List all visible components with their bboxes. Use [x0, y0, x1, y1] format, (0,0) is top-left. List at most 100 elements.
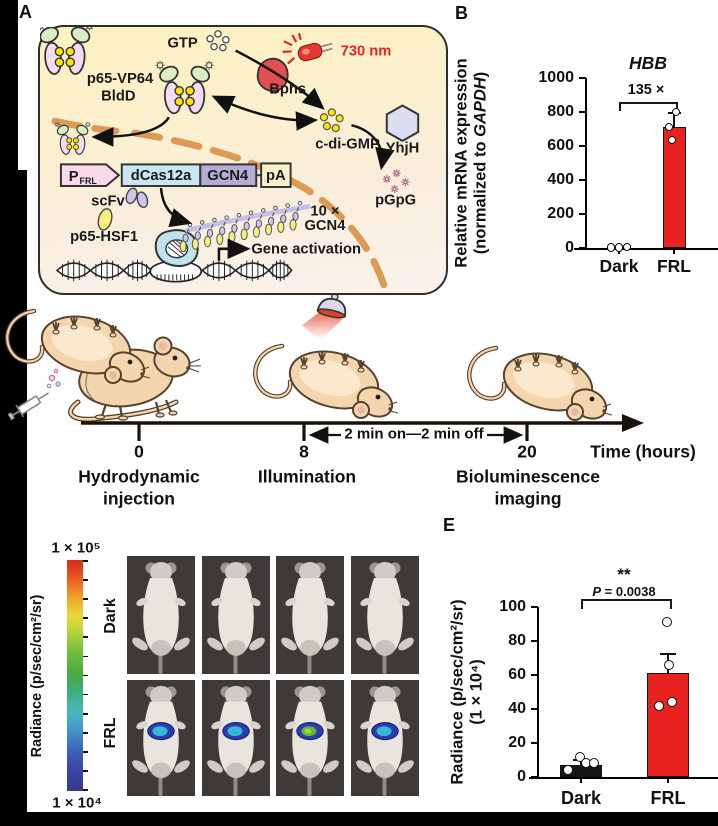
illumination-interval-label: 2 min on—2 min off [344, 425, 484, 443]
data-point [664, 659, 674, 670]
panel-b-plot-area: HBB 135 × 0 200 400 600 800 1000 Dark FRL [538, 53, 718, 276]
colorbar-tick [83, 770, 88, 772]
y-tick-mark [531, 776, 538, 778]
syringe-icon [7, 368, 61, 421]
data-point [667, 135, 677, 145]
time-axis-label: Time (hours) [590, 441, 696, 462]
colorbar-tick [83, 579, 88, 581]
p65-hsf1-label: p65-HSF1 [70, 229, 138, 245]
led-730nm-icon [282, 32, 333, 65]
panel-b-y-title-line1: Relative mRNA expression [452, 58, 471, 268]
mouse-image-frl-4 [351, 680, 419, 796]
lamp-icon [302, 295, 347, 342]
y-tick-mark [531, 606, 538, 608]
y-tick-label: 0 [565, 238, 574, 256]
colorbar-tick [83, 732, 88, 734]
pa-box [260, 162, 292, 188]
colorbar-tick [83, 789, 88, 791]
panel-e-x-axis [529, 777, 718, 780]
y-tick-label: 600 [547, 136, 574, 154]
x-tick-mark [673, 248, 675, 254]
timeline-art [5, 295, 644, 444]
x-tick-mark [667, 777, 669, 783]
time-tick-0: 0 [134, 441, 144, 462]
scfv-icon [125, 187, 149, 209]
promoter-frl-sub-label: FRL [80, 176, 98, 186]
colorbar-tick [83, 751, 88, 753]
panel-e-label: E [443, 515, 456, 535]
mouse-image-frl-2 [202, 680, 270, 796]
mouse-photo [127, 556, 195, 674]
y-tick-label: 800 [547, 102, 574, 120]
y-tick-mark [531, 708, 538, 710]
yhjh-degradation-arrow [351, 123, 395, 171]
row-label-frl: FRL [102, 717, 119, 749]
gene-activation-label: Gene activation [251, 242, 361, 258]
mouse-photo [276, 680, 344, 796]
wavelength-label: 730 nm [341, 43, 392, 59]
yhjh-hexagon-icon [385, 104, 420, 142]
time-tick-8: 8 [299, 441, 309, 462]
tag-count-label: 10 × [310, 203, 339, 219]
y-tick-mark [579, 145, 586, 147]
bar-frl [662, 126, 686, 248]
radiance-colorbar [67, 560, 88, 791]
mouse-image-dark-3 [276, 556, 344, 674]
promoter-p-label: P [69, 169, 79, 185]
page-edge-left-bottom [0, 170, 27, 826]
data-point [622, 242, 632, 252]
x-tick-mark [580, 777, 582, 783]
y-tick-label: 100 [499, 597, 526, 615]
y-tick-label: 20 [508, 733, 526, 751]
gtp-molecules-icon [206, 30, 230, 52]
error-bar-stem [673, 112, 675, 127]
y-tick-mark [531, 640, 538, 642]
colorbar-tick [83, 712, 88, 715]
error-bar-cap [660, 652, 676, 655]
panel-a-art: GTP 730 nm Bphs p65-VP64 BldD c-di-GMP Y… [40, 27, 420, 292]
time-tick-20: 20 [517, 441, 537, 462]
x-category-label-dark: Dark [560, 788, 602, 808]
y-tick-mark [579, 247, 586, 249]
y-tick-label: 80 [508, 631, 526, 649]
panel-b-x-axis [574, 248, 718, 251]
p65-hsf1-icon [97, 208, 113, 231]
mouse-photo [202, 680, 270, 796]
bphs-label: Bphs [269, 82, 306, 98]
panel-b-chart: B Relative mRNA expression (normalized t… [440, 0, 718, 300]
yhjh-label: YhjH [386, 141, 420, 157]
x-category-label-dark: Dark [599, 256, 639, 276]
mouse-photo [127, 680, 195, 796]
panel-e-y-axis-title: Radiance (p/sec/cm²/sr) (1 × 10⁴) [449, 599, 488, 784]
scfv-label: scFv [91, 194, 125, 210]
gcn4-peptide-tags [179, 200, 303, 253]
mouse-image-dark-1 [127, 556, 195, 674]
colorbar-tick [83, 655, 88, 658]
data-point [589, 758, 599, 769]
panel-a-diagram: GTP 730 nm Bphs p65-VP64 BldD c-di-GMP Y… [38, 25, 448, 295]
mouse-image-frl-3 [276, 680, 344, 796]
mouse-photo [351, 680, 419, 796]
mouse-image-frl-1 [127, 680, 195, 796]
page-edge-bottom [0, 812, 718, 826]
stage1-label-line1: Hydrodynamic [78, 466, 200, 487]
mouse-photo [351, 556, 419, 674]
data-point [654, 700, 664, 711]
data-point [575, 751, 585, 762]
y-tick-label: 200 [547, 204, 574, 222]
colorbar-tick [83, 617, 88, 619]
colorbar-tick [83, 598, 88, 600]
mouse-image-dark-2 [202, 556, 270, 674]
gtp-label: GTP [167, 36, 197, 52]
complex-cdigmp-double-arrow [211, 95, 319, 131]
pfrl-promoter-box [59, 163, 121, 187]
mouse-imaging-icon [469, 345, 612, 424]
panel-a-label: A [19, 2, 32, 22]
p65-vp64-label: p65-VP64 [87, 71, 154, 87]
complex-release-arrow [91, 116, 170, 147]
y-tick-mark [579, 213, 586, 215]
y-tick-label: 400 [547, 170, 574, 188]
mouse-illumination-icon [255, 343, 398, 422]
data-point [563, 765, 573, 776]
